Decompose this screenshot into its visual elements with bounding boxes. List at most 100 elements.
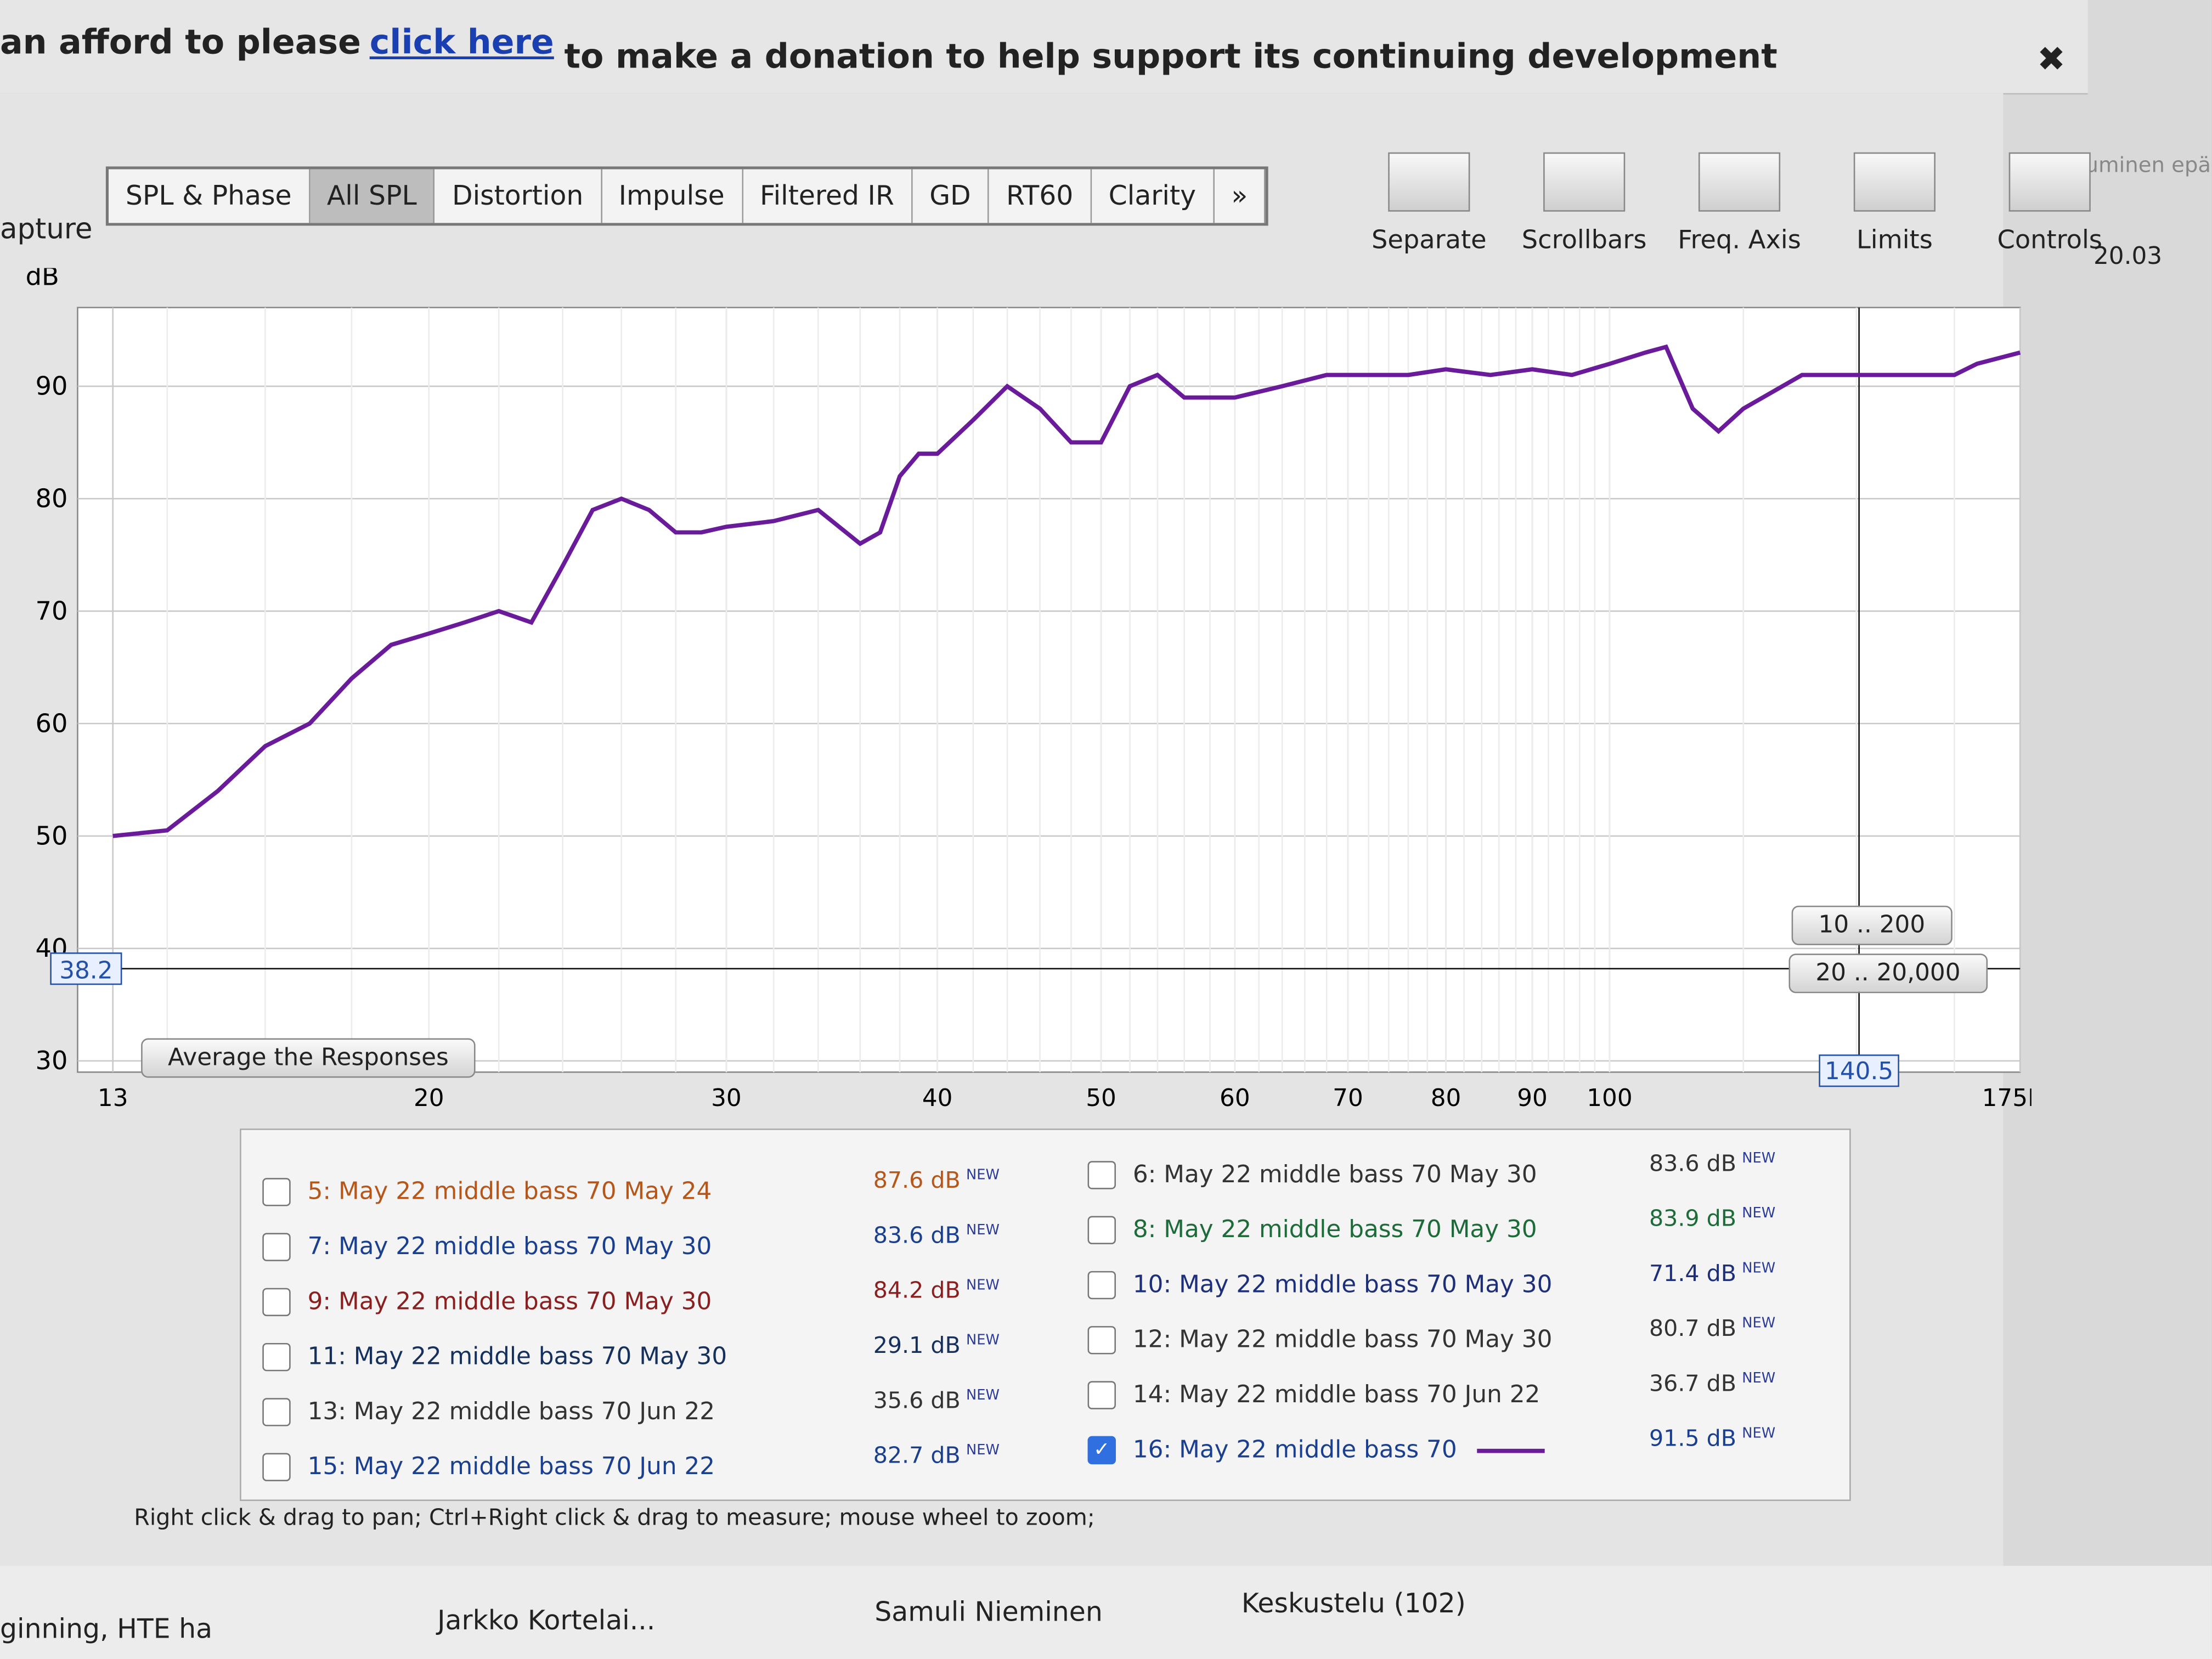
legend-entry[interactable]: 10: May 22 middle bass 70 May 30 [1087,1271,1553,1300]
tab[interactable]: Impulse [601,169,743,223]
tab[interactable]: Filtered IR [743,169,913,223]
cursor-box [1819,1054,1899,1087]
legend-entry[interactable]: 7: May 22 middle bass 70 May 30 [262,1233,712,1261]
legend-label: 10: May 22 middle bass 70 May 30 [1132,1271,1553,1300]
legend-value: 35.6 dB NEW [873,1387,1000,1414]
x-tick-label: 80 [1431,1084,1462,1112]
side-text: uminen epä [2085,152,2211,178]
checkbox[interactable] [1087,1381,1116,1409]
tool-icon [1853,152,1936,212]
x-tick-label: 50 [1086,1084,1116,1112]
value-text: 83.6 dB [1649,1149,1736,1177]
legend-entry[interactable]: ✓ 16: May 22 middle bass 70 [1087,1436,1545,1465]
tool-icon [2008,152,2091,212]
close-button[interactable]: ✖ [2037,39,2066,79]
legend-label: 16: May 22 middle bass 70 [1132,1436,1457,1465]
toolbar: Separate Scrollbars Freq. Axis Limits Contro… [1351,152,2128,256]
value-text: 84.2 dB [873,1277,961,1304]
legend-label: 14: May 22 middle bass 70 Jun 22 [1132,1381,1541,1409]
average-button[interactable]: Average the Responses [141,1038,476,1078]
x-tick-label: 13 [98,1084,128,1112]
legend-value: 71.4 dB NEW [1649,1260,1775,1286]
checkbox[interactable] [262,1288,291,1317]
legend-value: 80.7 dB NEW [1649,1315,1775,1342]
tab[interactable]: RT60 [989,169,1092,223]
checkbox[interactable] [262,1398,291,1426]
legend-value: 36.7 dB NEW [1649,1370,1775,1397]
new-tag: NEW [1742,1316,1776,1331]
legend-entry[interactable]: 8: May 22 middle bass 70 May 30 [1087,1216,1537,1244]
checkbox[interactable] [262,1342,291,1372]
legend-value: 29.1 dB NEW [873,1331,1000,1358]
tab[interactable]: SPL & Phase [108,169,311,223]
value-text: 80.7 dB [1649,1314,1736,1342]
legend-entry[interactable]: 9: May 22 middle bass 70 May 30 [262,1288,712,1317]
legend-value: 87.6 dB NEW [873,1167,1000,1194]
tool-button[interactable]: Limits [1817,152,1972,256]
checkbox[interactable]: ✓ [1087,1436,1116,1465]
tool-icon [1698,152,1781,212]
x-tick-label: 40 [922,1084,953,1112]
donate-link[interactable]: click here [369,22,554,63]
legend-entry[interactable]: 5: May 22 middle bass 70 May 24 [262,1178,712,1206]
y-tick-label: 30 [36,1046,68,1075]
tab[interactable]: Distortion [435,169,602,223]
taskbar-item[interactable]: Keskustelu (102) [1241,1588,1466,1620]
value-text: 29.1 dB [873,1331,961,1359]
tab[interactable]: All SPL [310,169,436,223]
checkbox[interactable] [1087,1326,1116,1355]
legend-entry[interactable]: 13: May 22 middle bass 70 Jun 22 [262,1398,715,1426]
legend-label: 8: May 22 middle bass 70 May 30 [1132,1216,1537,1244]
tool-icon [1543,152,1626,212]
checkbox[interactable] [1087,1271,1116,1300]
new-tag: NEW [966,1222,1000,1238]
checkbox[interactable] [262,1178,291,1206]
x-tick-label: 90 [1517,1084,1548,1112]
legend-entry[interactable]: 12: May 22 middle bass 70 May 30 [1087,1326,1553,1355]
x-tick-label: 70 [1333,1084,1363,1112]
tool-button[interactable]: Separate [1351,152,1506,256]
tab[interactable]: Clarity [1091,169,1215,223]
checkbox[interactable] [262,1453,291,1481]
taskbar-item[interactable]: Jarkko Kortelai... [437,1605,656,1637]
cursor-box [50,952,122,985]
x-tick-label: 175Hz [1982,1084,2032,1112]
taskbar-item[interactable]: Samuli Nieminen [874,1596,1103,1628]
tab[interactable]: GD [912,169,990,223]
legend-label: 12: May 22 middle bass 70 May 30 [1132,1326,1553,1355]
legend-entry[interactable]: 6: May 22 middle bass 70 May 30 [1087,1161,1537,1189]
new-tag: NEW [1742,1370,1776,1386]
tool-button[interactable]: Controls [1972,152,2128,255]
value-text: 83.9 dB [1649,1204,1736,1232]
legend-value: 83.9 dB NEW [1649,1205,1775,1232]
checkbox[interactable] [262,1233,291,1261]
range-button[interactable]: 20 .. 20,000 [1788,953,1988,994]
legend-label: 6: May 22 middle bass 70 May 30 [1132,1161,1537,1189]
value-text: 71.4 dB [1649,1260,1736,1287]
y-tick-label: 90 [36,371,68,400]
legend-entry[interactable]: 11: May 22 middle bass 70 May 30 [262,1342,727,1372]
new-tag: NEW [1742,1425,1776,1442]
legend-label: 15: May 22 middle bass 70 Jun 22 [307,1453,715,1481]
taskbar-item[interactable]: ginning, HTE ha [0,1613,213,1645]
tool-button[interactable]: Freq. Axis [1662,152,1817,256]
new-tag: NEW [966,1167,1000,1183]
legend-label: 7: May 22 middle bass 70 May 30 [307,1233,712,1261]
legend-entry[interactable]: 15: May 22 middle bass 70 Jun 22 [262,1453,715,1481]
legend-swatch [1476,1448,1545,1453]
checkbox[interactable] [1087,1161,1116,1189]
legend-label: 13: May 22 middle bass 70 Jun 22 [307,1398,715,1426]
tool-button[interactable]: Scrollbars [1506,152,1662,255]
tool-icon [1388,152,1470,212]
range-button[interactable]: 10 .. 200 [1791,905,1953,945]
legend-entry[interactable]: 14: May 22 middle bass 70 Jun 22 [1087,1381,1541,1409]
tool-label: Limits [1856,225,1933,256]
tab[interactable]: » [1214,169,1266,223]
tool-label: Freq. Axis [1678,225,1801,256]
new-tag: NEW [966,1277,1000,1294]
tool-label: Separate [1372,225,1487,256]
x-tick-label: 100 [1587,1084,1632,1112]
new-tag: NEW [1742,1205,1776,1221]
y-tick-label: 50 [36,821,68,850]
checkbox[interactable] [1087,1216,1116,1244]
